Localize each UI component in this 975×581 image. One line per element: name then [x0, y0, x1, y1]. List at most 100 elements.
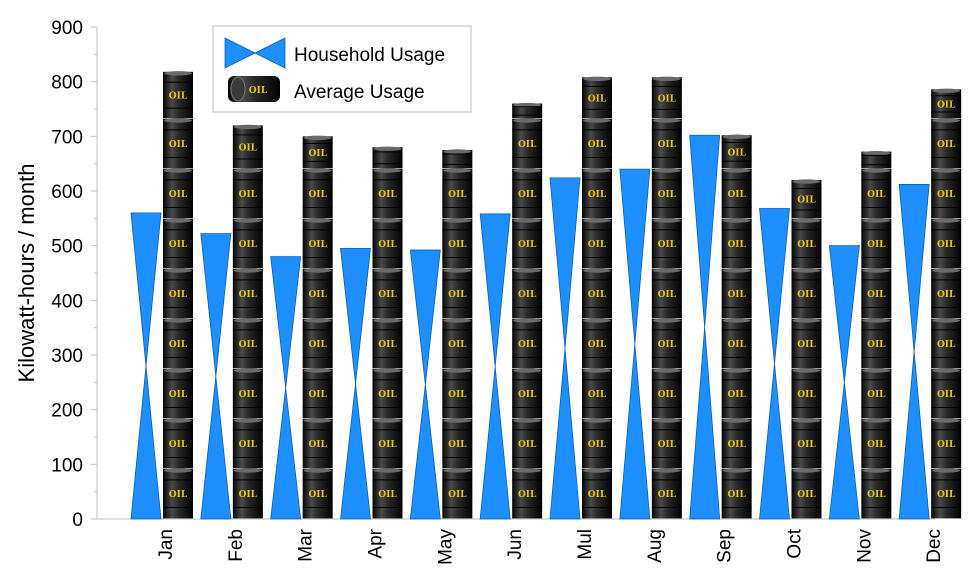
barrel-rim: [932, 418, 961, 423]
oil-barrel: OIL: [791, 179, 822, 219]
oil-barrel: OIL: [302, 135, 333, 169]
barrel-body: [512, 219, 543, 269]
barrel-label: OIL: [797, 290, 816, 300]
barrel-label: OIL: [378, 340, 397, 350]
household-usage-bar: [828, 245, 860, 520]
barrel-label: OIL: [448, 190, 467, 200]
barrel-rim: [722, 368, 751, 373]
barrel-body: [372, 369, 403, 419]
barrel-rim: [583, 118, 611, 123]
y-tick-label: 600: [51, 182, 83, 203]
barrel-label: OIL: [169, 490, 188, 500]
average-usage-bar: OIL OIL OIL OIL OIL OIL OIL OIL OIL: [651, 76, 682, 519]
barrel-body: [791, 419, 822, 469]
barrel-body: [931, 319, 962, 369]
oil-barrel: OIL: [582, 76, 612, 119]
barrel-rim: [583, 368, 611, 373]
barrel-rim: [443, 468, 472, 473]
legend: Household Usage OIL Average Usage: [212, 25, 472, 113]
barrel-label: OIL: [169, 92, 188, 102]
barrel-rim: [652, 118, 681, 123]
oil-barrel: OIL: [651, 268, 682, 319]
barrel-label: OIL: [658, 94, 677, 104]
barrel-label: OIL: [588, 190, 607, 200]
barrel-rim: [233, 418, 262, 423]
barrel-rim: [932, 318, 961, 323]
oil-barrel: OIL: [232, 468, 263, 519]
barrel-body: [721, 269, 752, 319]
barrel-body: [651, 119, 682, 169]
barrel-rim: [443, 149, 472, 154]
oil-barrel: OIL: [651, 118, 682, 169]
barrel-body: [302, 269, 333, 319]
barrel-label: OIL: [588, 140, 607, 150]
barrel-body: [163, 369, 193, 419]
barrel-body: [721, 369, 752, 419]
barrel-body: [372, 219, 403, 269]
barrel-body: [861, 419, 892, 469]
barrel-body: [791, 269, 822, 319]
barrel-body: [163, 119, 193, 169]
barrel-body: [861, 319, 892, 369]
oil-barrel: [442, 149, 473, 169]
x-tick-label: Mar: [296, 528, 317, 561]
barrel-body: [163, 169, 193, 219]
oil-barrel: OIL: [582, 368, 612, 419]
oil-barrel: OIL: [232, 168, 263, 219]
x-tick-label: Feb: [226, 529, 247, 562]
oil-barrel: OIL: [582, 318, 612, 369]
barrel-body: [931, 89, 962, 119]
average-usage-bar: OIL OIL OIL OIL OIL OIL OIL OIL: [302, 135, 333, 519]
oil-barrel: OIL: [721, 368, 752, 419]
legend-barrel-lid: [230, 76, 246, 102]
barrel-body: [512, 369, 543, 419]
oil-barrel: OIL: [163, 118, 193, 169]
household-usage-bar: [759, 208, 790, 520]
barrel-body: [861, 151, 892, 169]
barrel-body: [442, 419, 473, 469]
barrel-rim: [233, 468, 262, 473]
oil-barrel: OIL: [721, 268, 752, 319]
x-axis: Jan Feb Mar Apr May Jun Mul Aug Sep Oct Nov Dec: [97, 518, 945, 565]
barrel-label: OIL: [867, 340, 886, 350]
oil-barrel: OIL: [302, 218, 333, 269]
barrel-label: OIL: [588, 94, 607, 104]
barrel-body: [163, 219, 193, 269]
barrel-body: [232, 419, 263, 469]
barrel-body: [861, 269, 892, 319]
barrel-body: [931, 269, 962, 319]
barrel-body: [512, 319, 543, 369]
barrel-label: OIL: [169, 140, 188, 150]
barrel-body: [582, 269, 612, 319]
oil-barrel: OIL: [442, 368, 473, 419]
oil-barrel: OIL: [791, 418, 822, 469]
oil-barrel: OIL: [721, 418, 752, 469]
barrel-body: [721, 169, 752, 219]
barrel-label: OIL: [448, 240, 467, 250]
barrel-body: [512, 469, 543, 519]
barrel-label: OIL: [937, 390, 956, 400]
oil-barrel: OIL: [791, 268, 822, 319]
oil-barrel: OIL: [931, 468, 962, 519]
average-usage-bar: OIL OIL OIL OIL OIL OIL OIL: [861, 150, 892, 519]
barrel-rim: [373, 418, 402, 423]
barrel-label: OIL: [727, 390, 746, 400]
oil-barrel: OIL: [651, 468, 682, 519]
barrel-label: OIL: [867, 440, 886, 450]
barrel-label: OIL: [169, 390, 188, 400]
oil-barrel: OIL: [721, 318, 752, 369]
oil-barrel: [372, 146, 403, 169]
oil-barrel: OIL: [861, 368, 892, 419]
barrel-label: OIL: [797, 390, 816, 400]
barrel-label: OIL: [448, 490, 467, 500]
barrel-label: OIL: [588, 490, 607, 500]
barrel-label: OIL: [448, 290, 467, 300]
barrel-body: [232, 125, 263, 169]
barrel-rim: [862, 368, 891, 373]
barrel-label: OIL: [797, 490, 816, 500]
barrel-rim: [583, 418, 611, 423]
barrel-label: OIL: [378, 490, 397, 500]
oil-barrel: OIL: [512, 318, 543, 369]
barrel-body: [791, 180, 822, 219]
barrel-label: OIL: [448, 390, 467, 400]
